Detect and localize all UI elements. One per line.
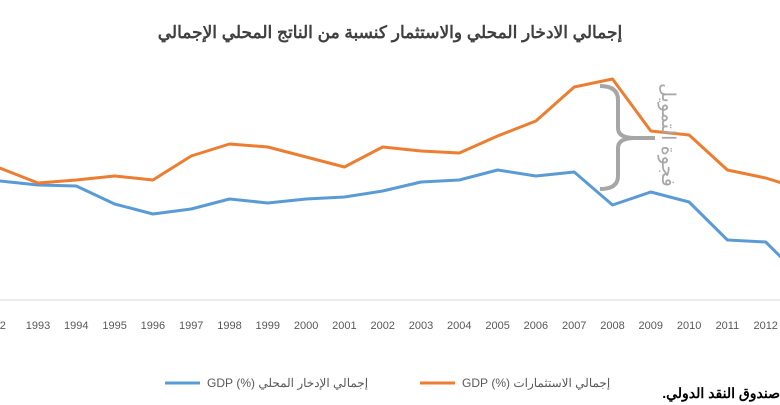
series-line-investment [0,77,780,185]
source-note: صندوق النقد الدولي. [662,385,780,401]
data-point [611,78,614,80]
x-tick-label: 1995 [102,320,126,332]
data-point [496,169,499,171]
data-point [228,198,231,200]
data-point [458,179,461,181]
data-point [228,143,231,145]
x-tick-label: 2002 [370,320,394,332]
data-point [420,181,422,183]
data-point [420,150,422,152]
x-tick-label: 2011 [716,320,740,332]
series-line-savings [0,168,780,259]
data-point [688,134,691,136]
x-tick-label: 2001 [332,320,356,332]
data-point [343,196,346,198]
financing-gap-label: فجوة التمويل [657,83,678,187]
x-tick-label: 1997 [179,320,203,332]
legend-label-savings: إجمالي الإدخار المحلي (%) GDP [207,376,368,391]
x-tick-label: 2008 [600,320,624,332]
financing-gap-bracket: فجوة التمويل [599,83,678,191]
x-tick-label: 1993 [26,320,50,332]
x-tick-label: 92 [0,320,6,332]
data-point [305,156,308,158]
data-point [381,190,384,192]
data-point [0,167,1,169]
legend-label-investment: إجمالي الاستثمارات (%) GDP [462,376,610,391]
x-tick-label: 1999 [256,320,280,332]
data-point [151,213,154,215]
data-point [190,155,193,157]
data-point [113,203,116,205]
data-point [649,130,652,132]
data-point [573,171,576,173]
data-point [381,146,384,148]
x-tick-label: 1998 [217,320,241,332]
data-point [266,146,269,148]
data-point [113,175,116,177]
data-point [37,184,39,186]
data-point [190,208,193,210]
x-tick-label: 2003 [409,320,433,332]
data-point [496,135,499,137]
x-tick-label: 2007 [562,320,586,332]
data-point [266,202,269,204]
x-tick-label: 2005 [485,320,509,332]
x-tick-label: 1996 [141,320,165,332]
data-point [0,180,1,182]
x-tick-label: 2010 [677,320,701,332]
x-tick-label: 2006 [524,320,548,332]
data-point [75,179,78,181]
data-point [305,198,308,200]
data-point [343,166,346,168]
data-point [534,175,537,177]
data-point [764,177,767,179]
x-tick-label: 1994 [64,320,88,332]
data-point [726,239,729,241]
data-point [764,241,767,243]
data-point [75,185,78,187]
data-point [458,152,461,154]
x-tick-label: 2000 [294,320,318,332]
data-point [726,169,729,171]
x-tick-label: 2009 [639,320,663,332]
legend: إجمالي الإدخار المحلي (%) GDP إجمالي الا… [165,376,610,391]
data-point [37,182,39,184]
data-point [688,201,691,203]
data-point [151,179,154,181]
x-tick-label: 2004 [447,320,471,332]
data-point [534,120,537,122]
data-point [611,204,614,206]
x-tick-label: 2012 [753,320,777,332]
data-point [649,191,652,193]
chart-title: إجمالي الادخار المحلي والاستثمار كنسبة م… [158,23,623,43]
data-point [573,86,576,88]
